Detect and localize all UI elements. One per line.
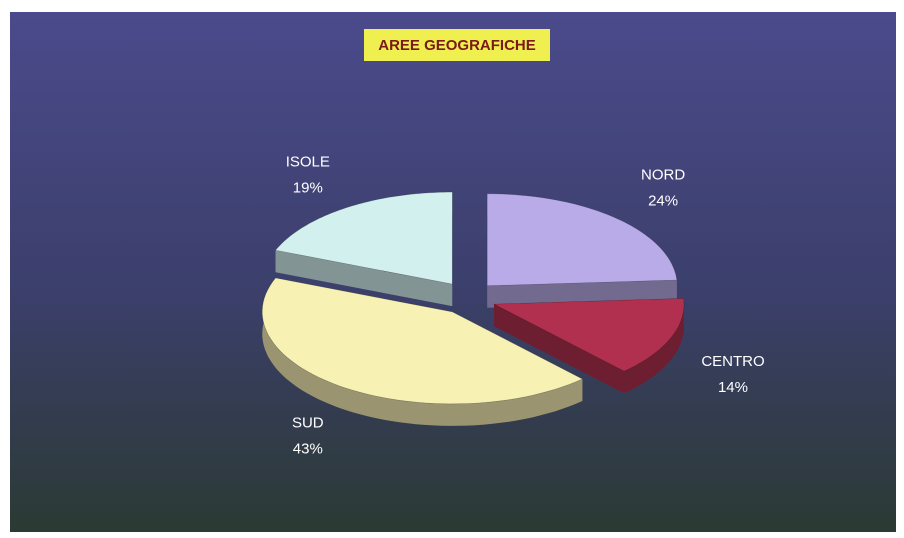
slice-label: NORD: [641, 167, 685, 184]
slice-side: [624, 298, 684, 394]
slice-value-label: 24%: [648, 193, 678, 210]
slice-side: [494, 304, 625, 394]
plot-background: [10, 12, 896, 532]
pie: [262, 191, 685, 426]
title-box: [364, 29, 550, 61]
slice-value-label: 43%: [293, 440, 323, 457]
slice-label: ISOLE: [286, 154, 330, 171]
slice: [262, 277, 584, 405]
slice: [492, 298, 685, 372]
slice-value-label: 19%: [293, 180, 323, 197]
chart-title: AREE GEOGRAFICHE: [378, 37, 536, 54]
slice: [486, 193, 678, 287]
slice-label: SUD: [292, 414, 324, 431]
slice: [275, 191, 453, 285]
slice-value-label: 14%: [718, 379, 748, 396]
slice-side: [262, 278, 583, 426]
slice-side: [275, 250, 453, 307]
slice-label: CENTRO: [701, 353, 764, 370]
